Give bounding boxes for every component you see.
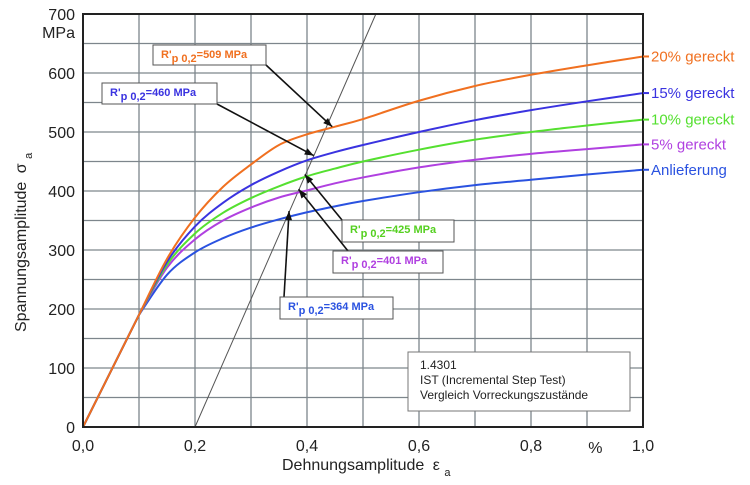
offset-line-0-2 xyxy=(194,13,377,428)
x-tick-label: 0,2 xyxy=(184,438,206,455)
tick-labels: 0,0 0,2 0,4 0,6 0,8 1,0 0 100 200 300 400 500 600 700 xyxy=(48,7,654,455)
annotation-subscript: p 0,2 xyxy=(172,53,197,65)
y-unit-label: MPa xyxy=(42,25,75,42)
annotation-arrow-line xyxy=(297,188,349,252)
x-tick-label: 0,0 xyxy=(72,438,94,455)
annotation-box xyxy=(332,250,444,274)
y-axis-subscript: a xyxy=(23,152,35,159)
annotation-box xyxy=(101,82,218,105)
y-tick-label: 0 xyxy=(66,420,75,437)
series-line-anlieferung xyxy=(82,168,644,428)
y-axis-label-text: Spannungsamplitude xyxy=(13,182,30,332)
series-line-10-gereckt xyxy=(82,118,644,428)
y-tick-label: 700 xyxy=(48,7,75,24)
annotation-rp02-425: R'p 0,2=425 MPa xyxy=(304,173,455,243)
plot-frame xyxy=(82,13,644,428)
series-group xyxy=(82,13,644,428)
annotation-rp02-460: R'p 0,2=460 MPa xyxy=(101,82,315,157)
annotation-label: R'p 0,2=364 MPa xyxy=(288,301,375,317)
annotation-main: R' xyxy=(110,87,121,99)
annotation-box xyxy=(341,219,455,243)
x-axis-subscript: a xyxy=(444,467,451,479)
y-tick-label: 500 xyxy=(48,125,75,142)
series-line-15-gereckt xyxy=(82,92,644,428)
annotation-arrowhead xyxy=(304,148,314,156)
info-box-line: IST (Incremental Step Test) xyxy=(420,373,566,387)
annotation-arrow-line xyxy=(265,64,333,128)
annotation-arrow-line xyxy=(283,211,290,298)
annotation-value: =364 MPa xyxy=(324,301,375,313)
annotation-subscript: p 0,2 xyxy=(352,259,377,271)
annotation-main: R' xyxy=(341,255,352,267)
x-tick-label: 1,0 xyxy=(632,438,654,455)
info-box-frame xyxy=(407,351,631,412)
annotation-rp02-401: R'p 0,2=401 MPa xyxy=(297,188,444,274)
annotation-label: R'p 0,2=460 MPa xyxy=(110,87,197,103)
annotation-rp02-509: R'p 0,2=509 MPa xyxy=(152,44,333,128)
y-tick-label: 300 xyxy=(48,243,75,260)
x-axis-symbol: ε xyxy=(433,457,440,474)
x-tick-label: 0,6 xyxy=(408,438,430,455)
annotation-subscript: p 0,2 xyxy=(361,228,386,240)
legend: 20% gereckt 15% gereckt 10% gereckt 5% gere… xyxy=(643,48,735,179)
legend-entry: Anlieferung xyxy=(651,162,727,179)
series-line-5-gereckt xyxy=(82,143,644,428)
info-box-line: 1.4301 xyxy=(420,358,457,372)
annotation-arrowhead xyxy=(323,117,333,127)
x-tick-label: 0,8 xyxy=(520,438,542,455)
annotation-value: =425 MPa xyxy=(386,224,437,236)
annotation-arrowhead xyxy=(304,174,314,184)
annotation-arrowhead xyxy=(298,189,307,199)
annotation-box xyxy=(152,44,267,66)
y-axis-label: Spannungsamplitude σ a xyxy=(13,152,35,332)
annotation-subscript: p 0,2 xyxy=(121,91,146,103)
x-tick-label: 0,4 xyxy=(296,438,318,455)
annotation-value: =509 MPa xyxy=(197,49,248,61)
y-tick-label: 100 xyxy=(48,361,75,378)
annotation-box xyxy=(279,296,394,320)
x-axis-label-text: Dehnungsamplitude xyxy=(282,457,424,474)
annotation-rp02-364: R'p 0,2=364 MPa xyxy=(279,211,394,320)
annotation-label: R'p 0,2=401 MPa xyxy=(341,255,428,271)
annotation-arrow-line xyxy=(304,173,343,221)
series-line-20-gereckt xyxy=(82,55,644,428)
annotation-main: R' xyxy=(161,49,172,61)
legend-entry: 5% gereckt xyxy=(651,136,727,153)
annotation-arrowhead xyxy=(285,211,293,221)
x-unit-label: % xyxy=(588,440,602,457)
y-tick-label: 400 xyxy=(48,184,75,201)
y-axis-symbol: σ xyxy=(13,163,30,173)
annotation-subscript: p 0,2 xyxy=(299,305,324,317)
legend-entry: 15% gereckt xyxy=(651,85,735,102)
annotation-value: =401 MPa xyxy=(377,255,428,267)
legend-entry: 10% gereckt xyxy=(651,112,735,129)
annotation-main: R' xyxy=(288,301,299,313)
legend-entry: 20% gereckt xyxy=(651,48,735,65)
annotation-label: R'p 0,2=425 MPa xyxy=(350,224,437,240)
x-axis-label: Dehnungsamplitude ε a xyxy=(282,457,451,479)
annotation-main: R' xyxy=(350,224,361,236)
annotation-arrow-line xyxy=(216,103,315,157)
info-box-line: Vergleich Vorreckungszustände xyxy=(420,388,588,402)
y-tick-label: 600 xyxy=(48,66,75,83)
y-tick-label: 200 xyxy=(48,302,75,319)
annotation-label: R'p 0,2=509 MPa xyxy=(161,49,248,65)
annotation-value: =460 MPa xyxy=(146,87,197,99)
